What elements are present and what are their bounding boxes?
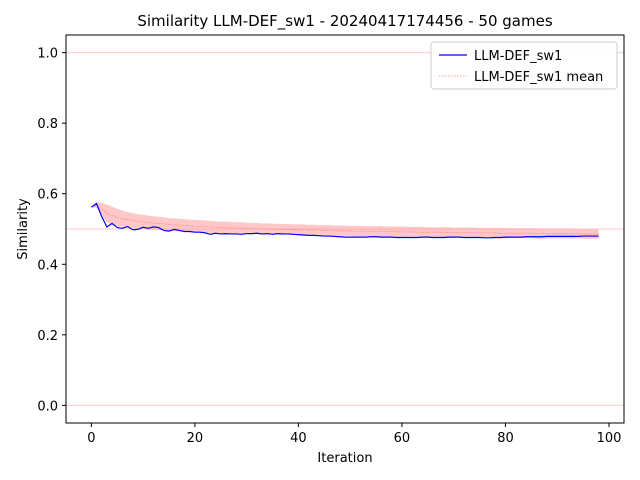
series-line-mean <box>91 204 599 235</box>
x-tick-label: 100 <box>597 431 622 446</box>
axis-ticks: 0 20 40 60 80 100 0.0 0.2 0.4 0.6 0.8 1.0 <box>37 47 621 446</box>
series-line-llm-def-sw1 <box>91 202 599 239</box>
x-axis-label: Iteration <box>317 451 372 466</box>
chart-title: Similarity LLM-DEF_sw1 - 20240417174456 … <box>137 12 552 31</box>
y-tick-label: 0.0 <box>37 399 58 414</box>
y-tick-label: 0.8 <box>37 117 58 132</box>
y-tick-label: 1.0 <box>37 47 58 62</box>
x-tick-label: 40 <box>290 431 307 446</box>
legend-label-llm-def-sw1: LLM-DEF_sw1 <box>474 49 562 64</box>
legend: LLM-DEF_sw1 LLM-DEF_sw1 mean <box>430 41 618 90</box>
y-tick-label: 0.2 <box>37 329 58 344</box>
y-tick-label: 0.6 <box>37 188 58 203</box>
legend-label-mean: LLM-DEF_sw1 mean <box>474 70 603 85</box>
x-tick-label: 80 <box>497 431 514 446</box>
mean-band <box>91 202 599 239</box>
x-tick-label: 0 <box>87 431 95 446</box>
x-tick-label: 60 <box>394 431 411 446</box>
y-axis-label: Similarity <box>16 198 31 260</box>
y-tick-label: 0.4 <box>37 258 58 273</box>
legend-box <box>430 41 618 90</box>
plot-area <box>65 34 625 424</box>
x-tick-label: 20 <box>187 431 204 446</box>
axes-frame <box>65 34 625 424</box>
